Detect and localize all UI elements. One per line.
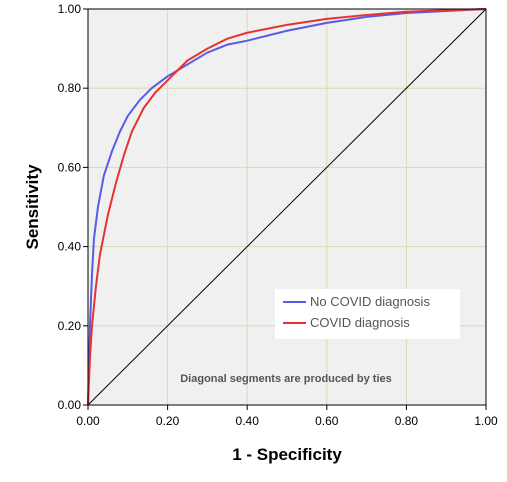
x-tick-label: 0.40 <box>236 414 260 428</box>
y-tick-label: 0.80 <box>58 81 82 95</box>
x-tick-label: 0.80 <box>395 414 419 428</box>
axis-ticks: 0.00 0.20 0.40 0.60 0.80 1.00 0.00 0.20 0.40 0.60… <box>58 2 498 428</box>
y-tick-label: 0.00 <box>58 398 82 412</box>
y-tick-label: 0.60 <box>58 160 82 174</box>
series-lines <box>87 8 487 406</box>
reference-diagonal-line <box>87 8 487 406</box>
plot-frame <box>87 8 487 406</box>
legend-label-covid: COVID diagnosis <box>310 315 410 330</box>
y-tick-label: 0.40 <box>58 240 82 254</box>
legend-label-no-covid: No COVID diagnosis <box>310 294 430 309</box>
legend-box <box>275 289 460 339</box>
x-tick-label: 1.00 <box>474 414 498 428</box>
series-line-covid <box>87 8 487 406</box>
y-axis-title: Sensitivity <box>23 164 42 250</box>
x-tick-label: 0.60 <box>315 414 339 428</box>
annotation-text: Diagonal segments are produced by ties <box>180 373 392 385</box>
y-tick-label: 0.20 <box>58 319 82 333</box>
grid-lines <box>87 8 487 406</box>
legend: No COVID diagnosis COVID diagnosis <box>275 289 460 339</box>
x-axis-title: 1 - Specificity <box>232 445 342 464</box>
x-tick-label: 0.00 <box>76 414 100 428</box>
x-tick-label: 0.20 <box>156 414 180 428</box>
y-tick-label: 1.00 <box>58 2 82 16</box>
series-line-no-covid <box>87 8 487 406</box>
